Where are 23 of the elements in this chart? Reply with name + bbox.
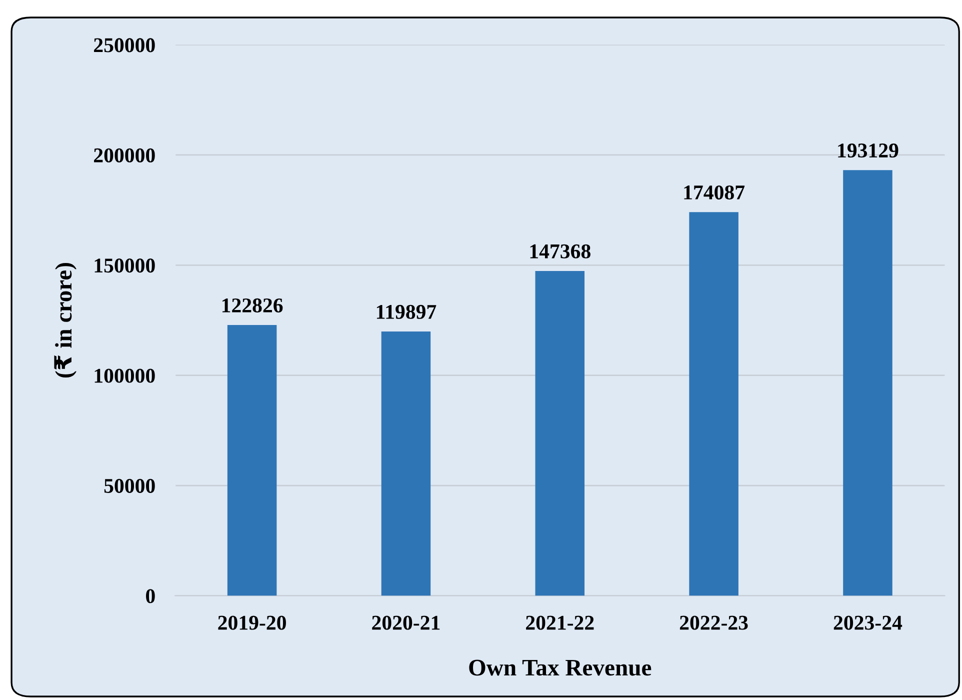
y-tick-label: 250000 [94, 38, 155, 52]
bar [227, 325, 277, 596]
data-label: 119897 [376, 304, 436, 319]
y-tick-label: 0 [146, 589, 155, 604]
x-axis-title: Own Tax Revenue [469, 660, 652, 676]
data-label: 147368 [530, 244, 590, 258]
bar [381, 331, 431, 596]
x-tick-label: 2021-22 [526, 616, 594, 630]
data-label: 122826 [222, 298, 283, 312]
x-tick-label: 2020-21 [372, 616, 440, 630]
data-label: 174087 [684, 185, 745, 200]
x-tick-label: 2022-23 [680, 616, 748, 630]
y-tick-label: 150000 [94, 258, 155, 273]
data-label: 193129 [838, 144, 898, 158]
y-tick-label: 100000 [94, 368, 155, 383]
x-tick-label: 2019-20 [218, 616, 286, 630]
bar [689, 212, 738, 596]
y-axis-title: (₹ in crore) [54, 263, 76, 378]
bar [535, 270, 585, 596]
y-tick-label: 200000 [94, 148, 155, 162]
y-tick-label: 50000 [104, 478, 155, 493]
x-tick-label: 2023-24 [834, 616, 902, 630]
bar [843, 170, 892, 596]
